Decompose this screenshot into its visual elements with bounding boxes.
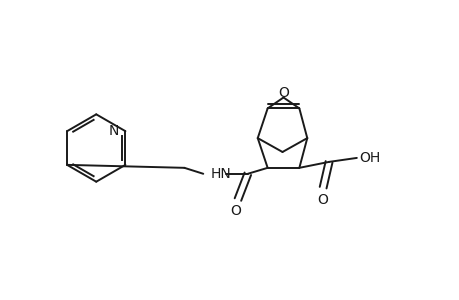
Text: N: N <box>109 124 119 138</box>
Text: O: O <box>317 193 328 206</box>
Text: OH: OH <box>358 151 379 165</box>
Text: HN: HN <box>210 167 230 181</box>
Text: O: O <box>230 204 241 218</box>
Text: O: O <box>277 85 288 100</box>
